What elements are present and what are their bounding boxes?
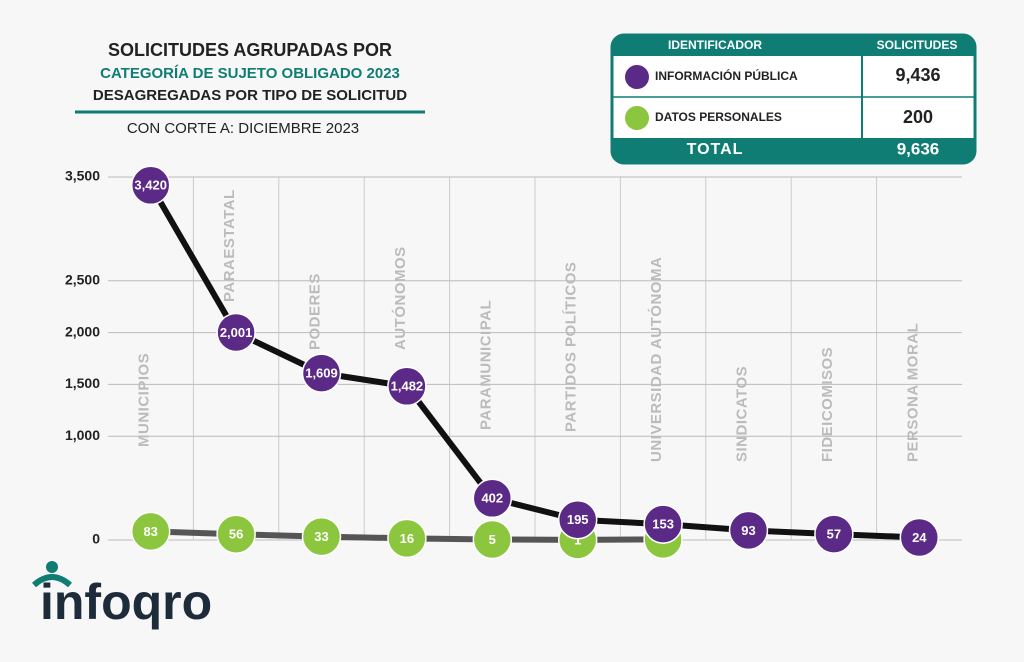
legend-swatch xyxy=(625,106,649,130)
data-point xyxy=(643,504,683,544)
data-label: 83 xyxy=(143,524,157,539)
x-tick-label: UNIVERSIDAD AUTÓNOMA xyxy=(647,257,665,462)
data-label: 16 xyxy=(400,531,414,546)
x-tick-label: PARTIDOS POLÍTICOS xyxy=(563,262,580,432)
table-total-value: 9,636 xyxy=(897,139,940,158)
data-label: 56 xyxy=(229,527,243,542)
y-tick-label: 1,000 xyxy=(65,427,100,443)
table-total-label: TOTAL xyxy=(687,141,744,158)
data-label: 24 xyxy=(912,530,927,545)
subtitle: CON CORTE A: DICIEMBRE 2023 xyxy=(127,120,359,137)
y-tick-label: 0 xyxy=(92,531,100,547)
data-point xyxy=(216,514,256,554)
data-point xyxy=(728,510,769,551)
data-label: 1,482 xyxy=(391,379,424,394)
table-header-cell: SOLICITUDES xyxy=(877,38,958,52)
data-label: 1,609 xyxy=(305,366,338,381)
logo-dot xyxy=(46,561,58,573)
title-line: SOLICITUDES AGRUPADAS POR xyxy=(108,40,392,60)
data-label: 153 xyxy=(652,517,674,532)
legend-table: IDENTIFICADOR SOLICITUDES INFORMACIÓN PÚ… xyxy=(610,33,977,165)
x-tick-label: PARAESTATAL xyxy=(221,189,238,302)
data-label: 1 xyxy=(574,532,581,547)
legend-swatch xyxy=(625,65,649,89)
y-tick-label: 2,000 xyxy=(65,323,100,339)
x-tick-label: AUTÓNOMOS xyxy=(391,246,409,350)
data-point xyxy=(472,478,513,519)
data-point xyxy=(387,518,427,559)
y-tick-label: 3,500 xyxy=(65,168,100,184)
data-point xyxy=(130,511,171,552)
series-line xyxy=(148,183,920,541)
data-label: 3,420 xyxy=(134,178,167,193)
data-label: 5 xyxy=(489,532,496,547)
x-tick-label: FIDEICOMISOS xyxy=(819,347,836,462)
logo-arc xyxy=(32,574,72,588)
data-point xyxy=(814,514,854,554)
data-point xyxy=(472,519,513,560)
table-cell: 9,436 xyxy=(895,65,940,85)
data-label: 402 xyxy=(481,491,503,506)
y-tick-label: 1,500 xyxy=(65,375,100,391)
title-line: DESAGREGADAS POR TIPO DE SOLICITUD xyxy=(93,87,407,104)
x-tick-label: MUNICIPIOS xyxy=(136,353,153,447)
data-label: 195 xyxy=(567,512,589,527)
x-tick-label: PODERES xyxy=(306,273,323,350)
axes: 0 1,000 1,500 2,000 2,500 3,500 MUNICIPIOS PARA… xyxy=(65,168,962,547)
data-point xyxy=(899,517,940,558)
data-label: 2,001 xyxy=(220,325,253,340)
data-point xyxy=(557,500,598,540)
table-total-band xyxy=(612,138,975,163)
table-cell: 200 xyxy=(903,107,933,127)
series: 83563316516 xyxy=(130,511,683,560)
y-tick-label: 2,500 xyxy=(65,271,100,287)
data-label: 93 xyxy=(741,523,755,538)
x-tick-label: SINDICATOS xyxy=(733,366,750,462)
data-point xyxy=(130,165,171,206)
data-point xyxy=(216,312,256,353)
series: 3,420 2,001 1,609 1,482 402 195 153 93 57 24 xyxy=(130,165,940,558)
data-point xyxy=(301,353,342,393)
data-label: 33 xyxy=(314,529,328,544)
table-header-cell: IDENTIFICADOR xyxy=(668,38,762,52)
data-label: 57 xyxy=(827,527,841,542)
data-point xyxy=(387,366,427,407)
legend-label: INFORMACIÓN PÚBLICA xyxy=(655,68,798,83)
x-tick-label: PERSONA MORAL xyxy=(904,323,921,462)
title-line: CATEGORÍA DE SUJETO OBLIGADO 2023 xyxy=(100,65,400,82)
logo: infoqro xyxy=(32,561,212,630)
x-tick-label: PARAMUNICIPAL xyxy=(477,300,494,430)
table-header xyxy=(612,35,975,56)
legend-label: DATOS PERSONALES xyxy=(655,110,782,124)
logo-text: infoqro xyxy=(40,574,212,630)
data-point xyxy=(301,516,342,557)
